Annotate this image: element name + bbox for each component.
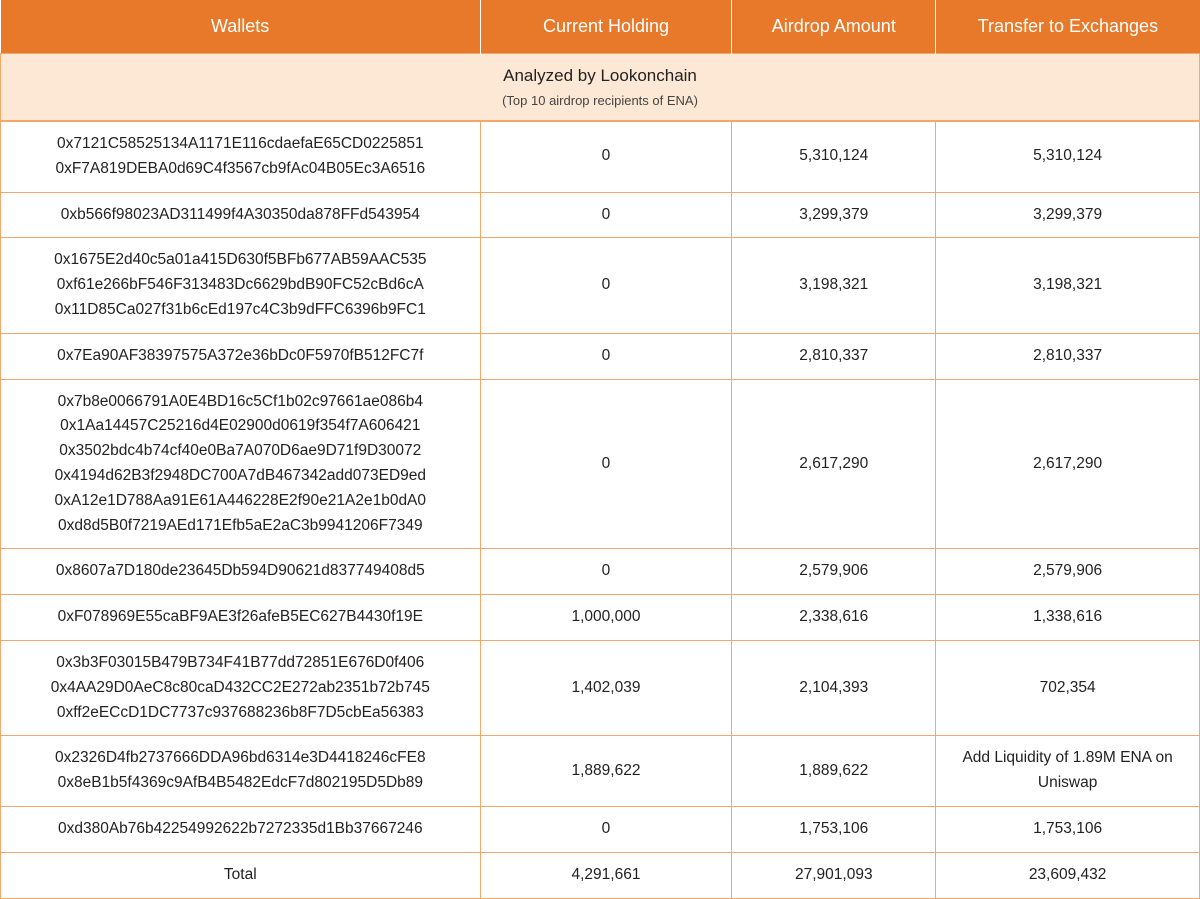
transfer-cell: 2,617,290 [936, 379, 1200, 549]
table-row: 0x2326D4fb2737666DDA96bd6314e3D4418246cF… [1, 736, 1200, 807]
wallet-address: 0x1Aa14457C25216d4E02900d0619f354f7A6064… [9, 414, 472, 439]
holding-cell: 0 [480, 806, 732, 852]
total-row: Total4,291,66127,901,09323,609,432 [1, 852, 1200, 898]
holding-cell: 1,889,622 [480, 736, 732, 807]
transfer-cell: 3,299,379 [936, 192, 1200, 238]
wallets-cell: 0x7b8e0066791A0E4BD16c5Cf1b02c97661ae086… [1, 379, 481, 549]
col-header-airdrop: Airdrop Amount [732, 0, 936, 54]
airdrop-cell: 1,753,106 [732, 806, 936, 852]
wallets-cell: 0x8607a7D180de23645Db594D90621d837749408… [1, 549, 481, 595]
wallet-address: 0xf61e266bF546F313483Dc6629bdB90FC52cBd6… [9, 273, 472, 298]
col-header-transfer: Transfer to Exchanges [936, 0, 1200, 54]
subtitle-sub: (Top 10 airdrop recipients of ENA) [9, 91, 1191, 112]
wallet-address: 0x11D85Ca027f31b6cEd197c4C3b9dFFC6396b9F… [9, 298, 472, 323]
wallet-address: 0x3b3F03015B479B734F41B77dd72851E676D0f4… [9, 651, 472, 676]
col-header-holding: Current Holding [480, 0, 732, 54]
holding-cell: 1,402,039 [480, 640, 732, 735]
holding-cell: 0 [480, 549, 732, 595]
total-holding-cell: 4,291,661 [480, 852, 732, 898]
transfer-cell: 2,579,906 [936, 549, 1200, 595]
total-label-cell: Total [1, 852, 481, 898]
airdrop-cell: 2,810,337 [732, 333, 936, 379]
wallet-address: 0x3502bdc4b74cf40e0Ba7A070D6ae9D71f9D300… [9, 439, 472, 464]
wallet-address: 0x8eB1b5f4369c9AfB4B5482EdcF7d802195D5Db… [9, 771, 472, 796]
total-airdrop-cell: 27,901,093 [732, 852, 936, 898]
table-body: Analyzed by Lookonchain (Top 10 airdrop … [1, 54, 1200, 899]
table-row: 0xd380Ab76b42254992622b7272335d1Bb376672… [1, 806, 1200, 852]
wallets-cell: 0xb566f98023AD311499f4A30350da878FFd5439… [1, 192, 481, 238]
wallets-cell: 0x2326D4fb2737666DDA96bd6314e3D4418246cF… [1, 736, 481, 807]
subtitle-row: Analyzed by Lookonchain (Top 10 airdrop … [1, 54, 1200, 121]
transfer-cell: 5,310,124 [936, 121, 1200, 192]
wallets-cell: 0x7121C58525134A1171E116cdaefaE65CD02258… [1, 121, 481, 192]
transfer-cell: 1,338,616 [936, 595, 1200, 641]
wallet-address: 0x2326D4fb2737666DDA96bd6314e3D4418246cF… [9, 746, 472, 771]
holding-cell: 0 [480, 121, 732, 192]
airdrop-cell: 2,617,290 [732, 379, 936, 549]
transfer-cell: 702,354 [936, 640, 1200, 735]
subtitle-cell: Analyzed by Lookonchain (Top 10 airdrop … [1, 54, 1200, 121]
col-header-wallets: Wallets [1, 0, 481, 54]
wallet-address: 0xd380Ab76b42254992622b7272335d1Bb376672… [9, 817, 472, 842]
wallet-address: 0x4AA29D0AeC8c80caD432CC2E272ab2351b72b7… [9, 676, 472, 701]
airdrop-cell: 3,198,321 [732, 238, 936, 333]
wallets-cell: 0xd380Ab76b42254992622b7272335d1Bb376672… [1, 806, 481, 852]
table-row: 0x7121C58525134A1171E116cdaefaE65CD02258… [1, 121, 1200, 192]
wallet-address: 0xF078969E55caBF9AE3f26afeB5EC627B4430f1… [9, 605, 472, 630]
table-row: 0x7Ea90AF38397575A372e36bDc0F5970fB512FC… [1, 333, 1200, 379]
holding-cell: 0 [480, 379, 732, 549]
wallets-cell: 0xF078969E55caBF9AE3f26afeB5EC627B4430f1… [1, 595, 481, 641]
subtitle-main: Analyzed by Lookonchain [9, 62, 1191, 89]
wallet-address: 0xff2eECcD1DC7737c937688236b8F7D5cbEa563… [9, 701, 472, 726]
airdrop-cell: 2,338,616 [732, 595, 936, 641]
airdrop-cell: 3,299,379 [732, 192, 936, 238]
wallets-cell: 0x3b3F03015B479B734F41B77dd72851E676D0f4… [1, 640, 481, 735]
total-transfer-cell: 23,609,432 [936, 852, 1200, 898]
transfer-cell: 3,198,321 [936, 238, 1200, 333]
wallet-address: 0x7b8e0066791A0E4BD16c5Cf1b02c97661ae086… [9, 390, 472, 415]
wallet-address: 0x8607a7D180de23645Db594D90621d837749408… [9, 559, 472, 584]
transfer-cell: Add Liquidity of 1.89M ENA on Uniswap [936, 736, 1200, 807]
table-header: Wallets Current Holding Airdrop Amount T… [1, 0, 1200, 54]
airdrop-cell: 2,104,393 [732, 640, 936, 735]
table-row: 0x7b8e0066791A0E4BD16c5Cf1b02c97661ae086… [1, 379, 1200, 549]
table-row: 0x8607a7D180de23645Db594D90621d837749408… [1, 549, 1200, 595]
table-row: 0x1675E2d40c5a01a415D630f5BFb677AB59AAC5… [1, 238, 1200, 333]
wallet-address: 0xd8d5B0f7219AEd171Efb5aE2aC3b9941206F73… [9, 514, 472, 539]
wallet-address: 0xF7A819DEBA0d69C4f3567cb9fAc04B05Ec3A65… [9, 157, 472, 182]
transfer-cell: 1,753,106 [936, 806, 1200, 852]
holding-cell: 0 [480, 238, 732, 333]
wallets-cell: 0x1675E2d40c5a01a415D630f5BFb677AB59AAC5… [1, 238, 481, 333]
wallet-address: 0x1675E2d40c5a01a415D630f5BFb677AB59AAC5… [9, 248, 472, 273]
airdrop-cell: 2,579,906 [732, 549, 936, 595]
wallet-address: 0x4194d62B3f2948DC700A7dB467342add073ED9… [9, 464, 472, 489]
airdrop-table: Wallets Current Holding Airdrop Amount T… [0, 0, 1200, 899]
transfer-cell: 2,810,337 [936, 333, 1200, 379]
airdrop-cell: 5,310,124 [732, 121, 936, 192]
airdrop-table-container: Wallets Current Holding Airdrop Amount T… [0, 0, 1200, 899]
wallet-address: 0x7Ea90AF38397575A372e36bDc0F5970fB512FC… [9, 344, 472, 369]
holding-cell: 0 [480, 333, 732, 379]
airdrop-cell: 1,889,622 [732, 736, 936, 807]
table-row: 0xb566f98023AD311499f4A30350da878FFd5439… [1, 192, 1200, 238]
table-row: 0x3b3F03015B479B734F41B77dd72851E676D0f4… [1, 640, 1200, 735]
wallet-address: 0xb566f98023AD311499f4A30350da878FFd5439… [9, 203, 472, 228]
holding-cell: 1,000,000 [480, 595, 732, 641]
wallet-address: 0xA12e1D788Aa91E61A446228E2f90e21A2e1b0d… [9, 489, 472, 514]
wallet-address: 0x7121C58525134A1171E116cdaefaE65CD02258… [9, 132, 472, 157]
wallets-cell: 0x7Ea90AF38397575A372e36bDc0F5970fB512FC… [1, 333, 481, 379]
holding-cell: 0 [480, 192, 732, 238]
table-row: 0xF078969E55caBF9AE3f26afeB5EC627B4430f1… [1, 595, 1200, 641]
